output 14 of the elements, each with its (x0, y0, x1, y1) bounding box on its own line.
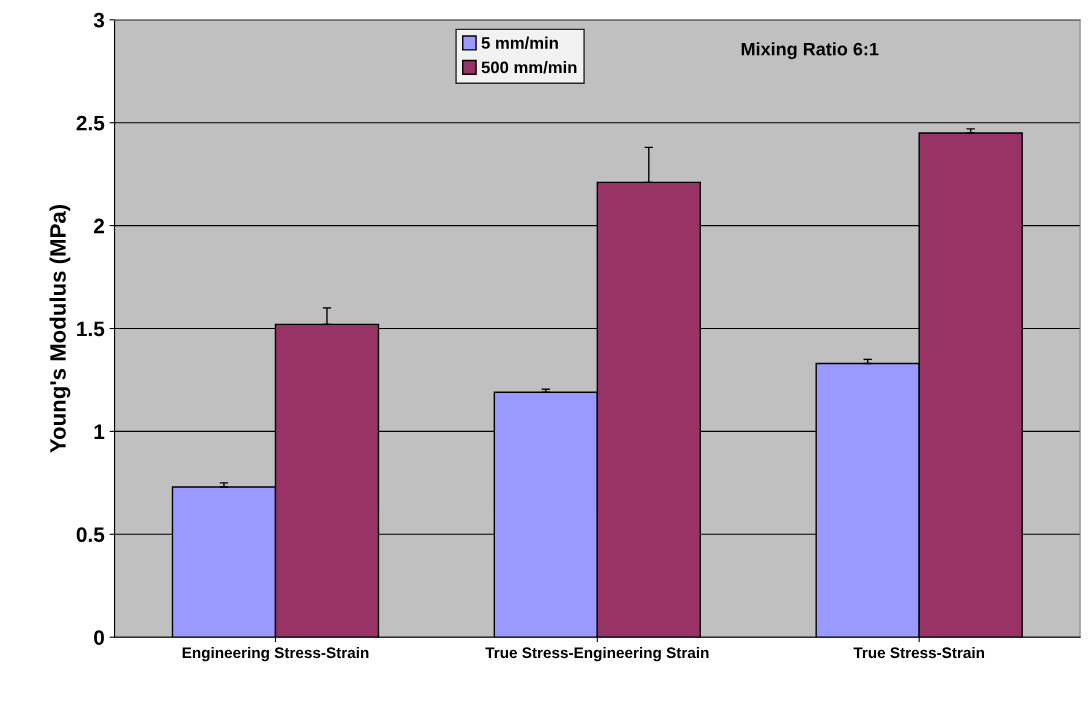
y-tick-label: 0 (94, 630, 104, 645)
y-axis-title: Young's Modulus (MPa) (49, 204, 71, 453)
y-tick-label: 0.5 (76, 527, 105, 543)
y-tick-label: 2 (93, 218, 104, 234)
x-tick-label: True Stress-Engineering Strain (485, 646, 709, 662)
x-tick-label: True Stress-Strain (853, 646, 985, 659)
legend-label: 500 mm/min (481, 61, 577, 74)
x-tick-label: Engineering Stress-Strain (182, 646, 369, 662)
y-tick-label: 2.5 (76, 115, 105, 131)
annotation: Mixing Ratio 6:1 (741, 42, 879, 60)
y-tick-label: 1 (94, 424, 105, 439)
y-tick-label: 3 (93, 12, 105, 28)
y-tick-label: 1.5 (77, 321, 105, 337)
legend-label: 5 mm/min (481, 36, 558, 49)
